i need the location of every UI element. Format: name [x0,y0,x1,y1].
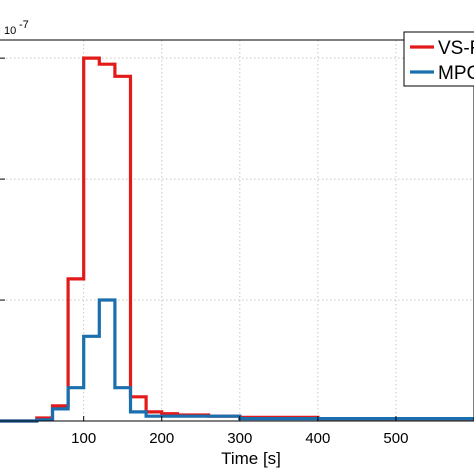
x-tick-label-4: 500 [383,430,408,447]
legend: VS-R MPC [403,31,474,87]
legend-label-0: VS-R [438,38,474,59]
x-tick-label-3: 400 [305,430,330,447]
legend-box [403,31,474,87]
y-exponent-label: 10 [4,25,16,37]
plot-area [0,40,474,421]
x-tick-label-0: 100 [71,430,96,447]
x-axis-title: Time [s] [221,449,281,468]
series-lines [0,56,474,423]
x-tick-label-1: 200 [149,430,174,447]
series-line-mpc [0,298,474,423]
legend-label-1: MPC [438,63,474,84]
x-tick-label-2: 300 [227,430,252,447]
plot-frame [0,39,474,422]
ticks: 100 200 300 400 500 [0,57,408,447]
y-exponent-power: -7 [19,19,29,31]
